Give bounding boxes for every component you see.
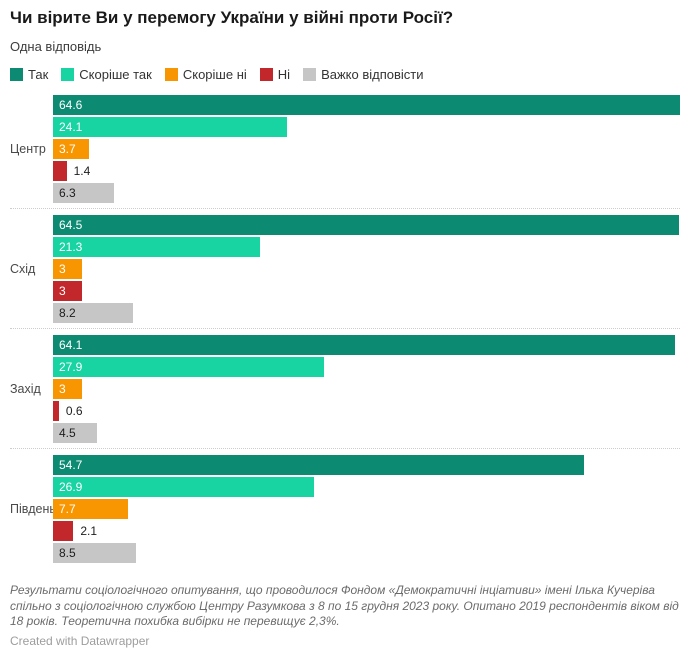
value-label: 1.4	[73, 164, 91, 179]
category-label: Захід	[10, 382, 41, 397]
bar-row: 1.4	[53, 161, 680, 182]
bar-row: 64.6	[53, 95, 680, 116]
bar-row: 54.7	[53, 455, 680, 476]
bar-segment: 27.9	[53, 357, 324, 378]
bar-segment: 21.3	[53, 237, 260, 258]
legend-item-1: Так	[10, 67, 48, 82]
category-label: Схід	[10, 262, 36, 277]
bar-row: 2.1	[53, 521, 680, 542]
value-label: 4.5	[59, 426, 76, 441]
value-label: 3	[59, 262, 66, 277]
legend-item-2: Скоріше так	[61, 67, 152, 82]
bar-row: 8.2	[53, 303, 680, 324]
bar-segment: 7.7	[53, 499, 128, 520]
bar-row: 3	[53, 259, 680, 280]
bar-segment: 8.5	[53, 543, 136, 564]
legend: Так Скоріше так Скоріше ні Ні Важко відповіс…	[10, 67, 680, 82]
value-label: 54.7	[59, 458, 83, 473]
chart-title: Чи вірите Ви у перемогу України у війні …	[10, 8, 454, 27]
value-label: 64.1	[59, 338, 83, 353]
value-label: 27.9	[59, 360, 83, 375]
bar-row: 3.7	[53, 139, 680, 160]
value-label: 3	[59, 382, 66, 397]
legend-label: Ні	[277, 67, 291, 83]
legend-item-5: Важко відповісти	[303, 67, 424, 83]
legend-label: Важко відповісти	[321, 67, 424, 83]
legend-item-3: Скоріше ні	[164, 67, 247, 83]
bar-segment	[53, 161, 67, 182]
bar-rows: 64.1 27.9 3 0.6 4.5	[53, 335, 680, 444]
legend-label: Скоріше ні	[182, 67, 247, 83]
bar-segment: 6.3	[53, 183, 115, 204]
bar-row: 6.3	[53, 183, 680, 204]
bar-rows: 64.5 21.3 3 3 8.2	[53, 215, 680, 324]
bar-row: 8.5	[53, 543, 680, 564]
bar-segment: 24.1	[53, 117, 287, 138]
bar-segment	[53, 401, 59, 422]
value-label: 8.5	[59, 546, 76, 561]
bar-segment: 64.6	[53, 95, 680, 116]
bar-chart: Центр 64.6 24.1 3.7 1.4 6.3 Схід 64.5 21.3 3 3 8.2 З…	[10, 89, 680, 568]
datawrapper-attribution[interactable]: Created with Datawrapper	[10, 633, 150, 648]
bar-row: 3	[53, 379, 680, 400]
value-label: 6.3	[59, 186, 76, 201]
bar-segment: 4.5	[53, 423, 97, 444]
legend-swatch	[61, 68, 75, 82]
value-label: 2.1	[80, 524, 98, 539]
bar-row: 27.9	[53, 357, 680, 378]
legend-label: Скоріше так	[79, 67, 152, 83]
bar-segment: 3.7	[53, 139, 89, 160]
value-label: 3.7	[59, 142, 76, 157]
legend-item-4: Ні	[259, 67, 291, 83]
legend-label: Так	[28, 67, 49, 83]
legend-swatch	[10, 68, 23, 82]
category-label: Центр	[10, 142, 46, 157]
chart-subtitle: Одна відповідь	[10, 39, 102, 55]
value-label: 21.3	[59, 240, 83, 255]
bar-segment: 54.7	[53, 455, 584, 476]
bar-segment: 64.5	[53, 215, 680, 236]
value-label: 24.1	[59, 120, 83, 135]
value-label: 0.6	[65, 404, 83, 419]
bar-segment: 3	[53, 281, 83, 302]
value-label: 8.2	[59, 306, 76, 321]
bar-row: 64.5	[53, 215, 680, 236]
bar-row: 7.7	[53, 499, 680, 520]
category-label: Південь	[10, 502, 56, 517]
bar-segment: 64.1	[53, 335, 676, 356]
value-label: 3	[59, 284, 66, 299]
value-label: 7.7	[59, 502, 76, 517]
bar-segment: 3	[53, 379, 83, 400]
bar-row: 4.5	[53, 423, 680, 444]
bar-group: Центр 64.6 24.1 3.7 1.4 6.3	[10, 89, 680, 208]
bar-row: 3	[53, 281, 680, 302]
bar-segment: 26.9	[53, 477, 315, 498]
legend-swatch	[164, 68, 178, 82]
bar-row: 0.6	[53, 401, 680, 422]
value-label: 64.5	[59, 218, 83, 233]
bar-segment: 3	[53, 259, 83, 280]
legend-swatch	[303, 68, 317, 82]
bar-group: Захід 64.1 27.9 3 0.6 4.5	[10, 328, 680, 448]
bar-segment	[53, 521, 74, 542]
bar-rows: 64.6 24.1 3.7 1.4 6.3	[53, 95, 680, 204]
bar-row: 21.3	[53, 237, 680, 258]
bar-rows: 54.7 26.9 7.7 2.1 8.5	[53, 455, 680, 564]
bar-segment: 8.2	[53, 303, 133, 324]
value-label: 26.9	[59, 480, 83, 495]
bar-group: Схід 64.5 21.3 3 3 8.2	[10, 208, 680, 328]
bar-group: Південь 54.7 26.9 7.7 2.1 8.5	[10, 448, 680, 568]
bar-row: 26.9	[53, 477, 680, 498]
value-label: 64.6	[59, 98, 83, 113]
footer-notes: Результати соціологічного опитування, що…	[10, 583, 679, 628]
bar-row: 64.1	[53, 335, 680, 356]
legend-swatch	[259, 68, 273, 82]
bar-row: 24.1	[53, 117, 680, 138]
